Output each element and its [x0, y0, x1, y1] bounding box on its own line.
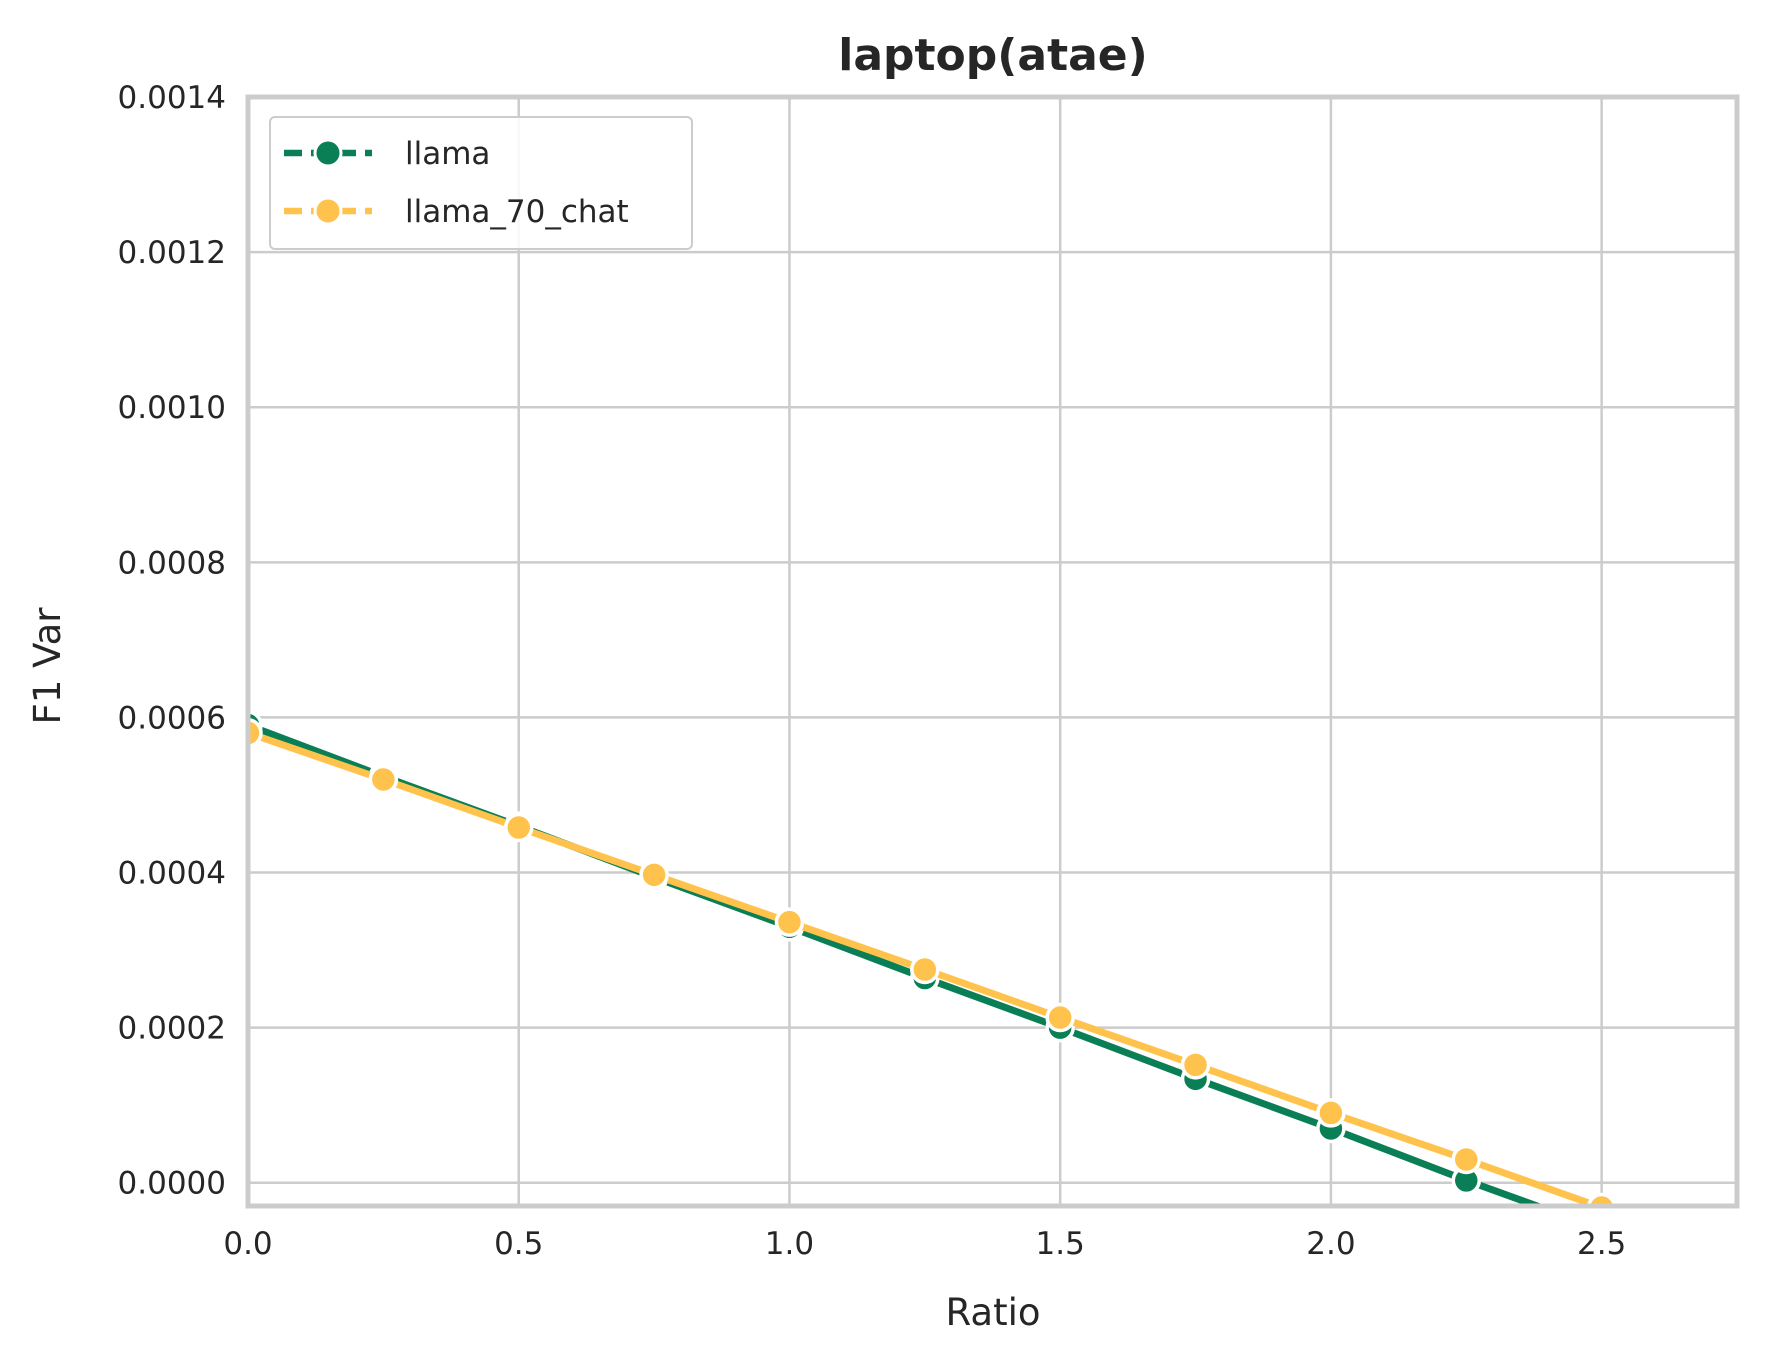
y-tick-label: 0.0012 [118, 235, 226, 271]
x-tick-label: 2.0 [1306, 1226, 1355, 1262]
series-layer [248, 710, 1617, 1206]
y-tick-label: 0.0014 [118, 80, 226, 116]
legend-label: llama [405, 136, 490, 172]
grid [246, 95, 1737, 1206]
x-tick-label: 1.5 [1036, 1226, 1085, 1262]
data-point-llama_70_chat [1586, 1192, 1617, 1206]
legend-marker-llama_70_chat [313, 196, 343, 226]
x-tick-label: 0.5 [494, 1226, 543, 1262]
plot-frame [245, 94, 1740, 1209]
x-axis-label: Ratio [946, 1291, 1041, 1334]
data-point-llama_70_chat [503, 812, 534, 843]
data-point-llama_70_chat [1451, 1144, 1482, 1175]
data-point-llama_70_chat [248, 718, 263, 748]
y-tick-label: 0.0010 [118, 390, 226, 426]
x-tick-label: 2.5 [1577, 1226, 1626, 1262]
data-point-llama_70_chat [1045, 1002, 1075, 1033]
chart-title: laptop(atae) [838, 30, 1148, 81]
series-llama_70_chat [248, 718, 1617, 1206]
y-tick-label: 0.0004 [118, 856, 226, 892]
data-point-llama_70_chat [368, 764, 399, 795]
y-tick-label: 0.0006 [118, 700, 226, 736]
y-axis-label: F1 Var [26, 607, 69, 725]
y-tick-label: 0.0008 [118, 545, 226, 581]
legend: llama llama_70_chat [269, 116, 693, 250]
data-point-llama_70_chat [910, 954, 940, 985]
data-point-llama_70_chat [1180, 1050, 1211, 1080]
x-tick-label: 1.0 [765, 1226, 814, 1262]
x-tick-label: 0.0 [223, 1226, 272, 1262]
legend-box [269, 116, 693, 250]
legend-label: llama_70_chat [405, 194, 629, 230]
data-point-llama_70_chat [639, 860, 669, 890]
data-point-llama_70_chat [1316, 1098, 1346, 1128]
legend-marker-llama [313, 138, 343, 168]
y-tick-label: 0.0000 [118, 1166, 226, 1202]
y-tick-label: 0.0002 [118, 1011, 226, 1047]
tick-labels: 0.0 0.5 1.0 1.5 2.0 2.5 0.0000 0.0002 0.0004 0.00… [118, 80, 1627, 1262]
data-point-llama_70_chat [774, 907, 805, 937]
